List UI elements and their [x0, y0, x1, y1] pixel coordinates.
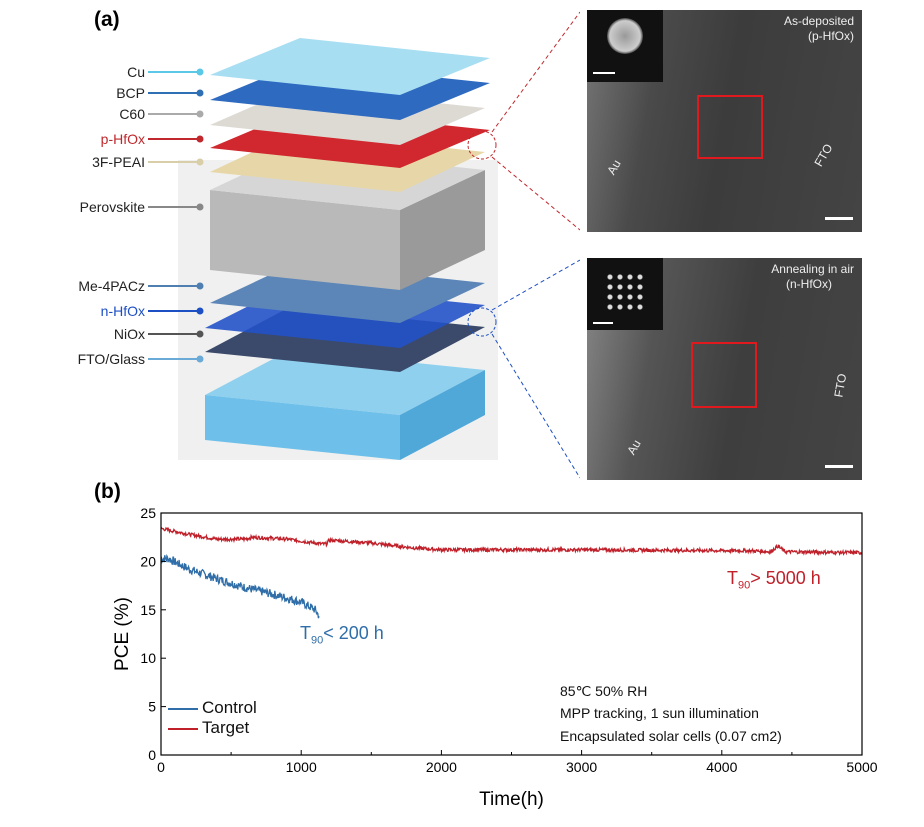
glass-top [205, 350, 485, 415]
layer-label-3f-peai: 3F-PEAI [92, 154, 145, 170]
y-tick-label: 20 [140, 553, 156, 569]
zoom-line [491, 259, 580, 311]
glass-side [400, 370, 485, 460]
region-box [697, 95, 763, 159]
layer-cu [210, 38, 490, 95]
x-tick-label: 4000 [706, 759, 737, 775]
y-tick-label: 10 [140, 650, 156, 666]
x-tick-label: 2000 [426, 759, 457, 775]
device-stack-diagram [148, 11, 580, 479]
control-t90-annotation: T90< 200 h [300, 623, 384, 647]
layer-label-fto-glass: FTO/Glass [77, 351, 145, 367]
series-line-control [160, 553, 320, 619]
glass-front [205, 395, 400, 460]
tem-image-annealed: Annealing in air (n-HfOx) Au FTO [587, 258, 862, 480]
layer-label-niox: NiOx [113, 326, 145, 342]
zoom-circle-bottom [467, 307, 497, 337]
y-axis-label: PCE (%) [112, 597, 133, 671]
y-tick-label: 25 [140, 505, 156, 521]
tem-title: As-deposited [783, 14, 854, 28]
zoom-line [491, 156, 580, 231]
scale-bar [825, 217, 853, 220]
label-fto: FTO [831, 372, 850, 399]
legend-swatch [168, 727, 198, 730]
legend-swatch [168, 707, 198, 710]
x-tick-label: 1000 [286, 759, 317, 775]
layer-label-perovskite: Perovskite [79, 199, 145, 215]
x-axis-label: Time(h) [479, 789, 544, 810]
layer-label-c60: C60 [119, 106, 145, 122]
layer-label-cu: Cu [127, 64, 145, 80]
pce-stability-chart: 0 1000 2000 3000 4000 5000 0 5 10 15 20 25 Time(h) PC… [112, 505, 878, 810]
zoom-line [491, 11, 580, 133]
y-tick-label: 5 [148, 699, 156, 715]
legend: Control Target [168, 698, 257, 738]
x-tick-label: 5000 [846, 759, 877, 775]
x-tick-label: 0 [157, 759, 165, 775]
region-box [691, 342, 757, 408]
condition-temp-rh: 85℃ 50% RH [560, 683, 648, 699]
layer-label-me-4pacz: Me-4PACz [78, 278, 145, 294]
condition-encapsulated: Encapsulated solar cells (0.07 cm2) [560, 728, 782, 744]
panel-a-label: (a) [94, 8, 120, 31]
target-t90-annotation: T90> 5000 h [727, 568, 821, 592]
tem-image-as-deposited: As-deposited (p-HfOx) Au FTO [587, 10, 862, 232]
perovskite-front [210, 190, 400, 290]
x-tick-label: 3000 [566, 759, 597, 775]
panel-b-label: (b) [94, 480, 121, 503]
scale-bar [825, 465, 853, 468]
legend-label: Control [202, 698, 257, 717]
tem-subtitle: (n-HfOx) [786, 277, 832, 291]
legend-item-control: Control [168, 698, 257, 718]
layer-connectors [148, 68, 204, 363]
tem-title: Annealing in air [771, 262, 854, 276]
y-tick-label: 15 [140, 602, 156, 618]
condition-mpp: MPP tracking, 1 sun illumination [560, 705, 759, 721]
layer-label-p-hfox: p-HfOx [100, 131, 145, 147]
label-au: Au [604, 157, 624, 178]
label-fto: FTO [811, 141, 836, 170]
layer-label-bcp: BCP [116, 85, 145, 101]
zoom-line [491, 333, 580, 479]
label-au: Au [624, 437, 644, 458]
series-line-target [160, 526, 863, 557]
legend-item-target: Target [168, 718, 257, 738]
fft-inset [587, 10, 663, 82]
zoom-circle-top [467, 130, 497, 160]
y-tick-label: 0 [148, 747, 156, 763]
layer-label-n-hfox: n-HfOx [100, 303, 145, 319]
tem-subtitle: (p-HfOx) [808, 29, 854, 43]
fft-inset [587, 258, 663, 330]
legend-label: Target [202, 718, 250, 737]
